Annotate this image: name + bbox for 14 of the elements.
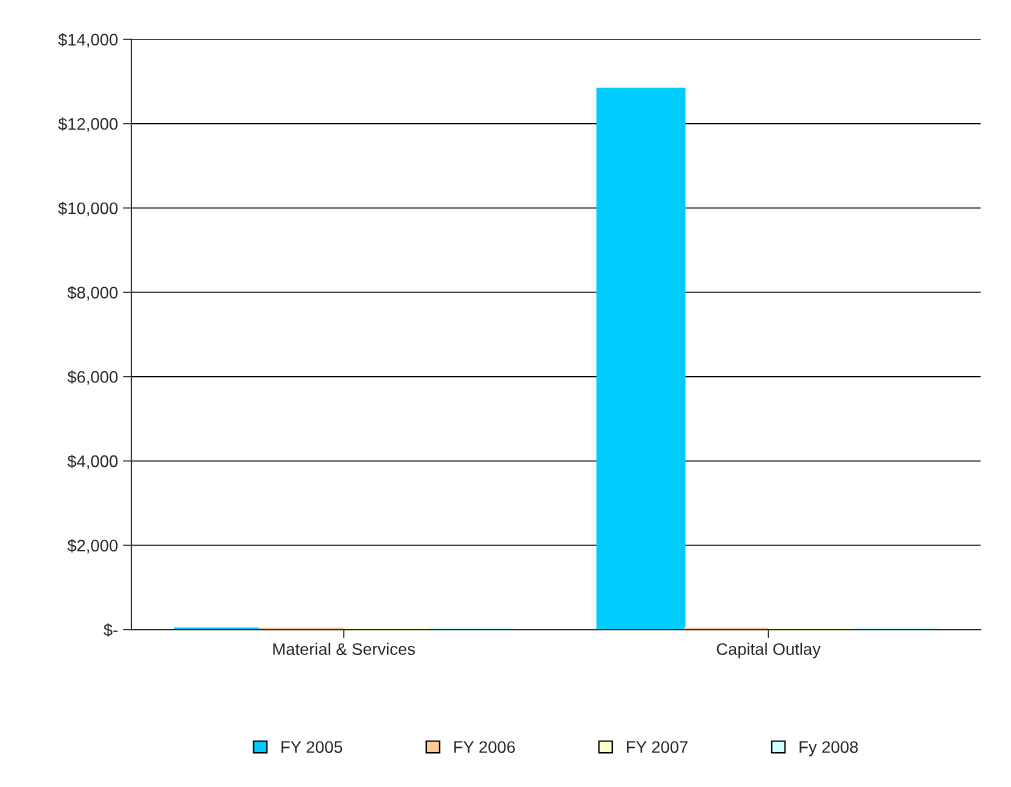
- legend-label: FY 2006: [454, 741, 515, 753]
- legend-label: Fy 2008: [799, 741, 858, 757]
- x-tick-label: Material & Services: [273, 642, 415, 656]
- y-tick-label: $12,000: [58, 117, 118, 132]
- legend-label: FY 2007: [627, 741, 688, 753]
- x-tick-label: Capital Outlay: [716, 642, 821, 659]
- y-tick-label: $14,000: [58, 33, 118, 48]
- y-tick-label: $8,000: [67, 286, 118, 301]
- y-tick-label: $4,000: [67, 454, 118, 470]
- y-tick-label: $6,000: [67, 370, 118, 385]
- legend-label: FY 2005: [281, 741, 343, 753]
- y-tick-label: $-: [103, 623, 118, 637]
- y-tick-label: $2,000: [67, 538, 118, 554]
- y-tick-label: $10,000: [58, 201, 118, 217]
